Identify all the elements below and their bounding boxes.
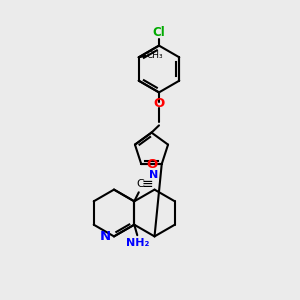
Text: Cl: Cl xyxy=(153,26,165,39)
Text: N: N xyxy=(99,230,110,243)
Text: ≡: ≡ xyxy=(141,177,153,191)
Text: O: O xyxy=(146,158,158,171)
Text: O: O xyxy=(153,97,165,110)
Text: NH₂: NH₂ xyxy=(126,238,149,248)
Text: C: C xyxy=(136,179,144,189)
Text: N: N xyxy=(149,170,158,180)
Text: CH₃: CH₃ xyxy=(146,51,163,60)
